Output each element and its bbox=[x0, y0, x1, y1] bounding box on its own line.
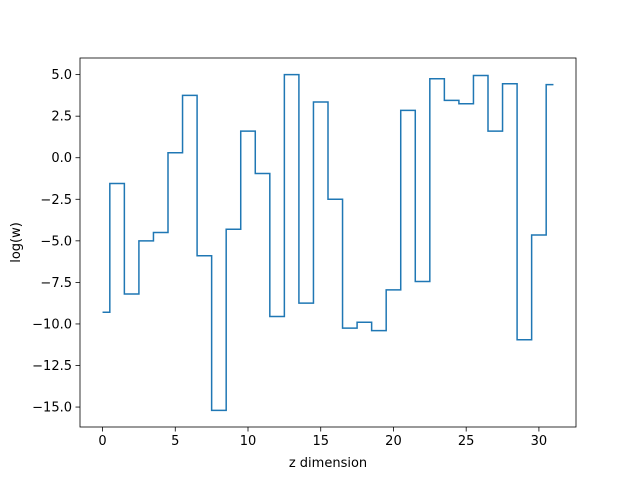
y-tick-label: −2.5 bbox=[40, 193, 72, 208]
y-tick-label: −7.5 bbox=[40, 276, 72, 291]
y-tick-label: −10.0 bbox=[32, 317, 72, 332]
series-step-line bbox=[102, 73, 554, 412]
x-axis-label: z dimension bbox=[289, 456, 367, 471]
x-tick-label: 20 bbox=[385, 434, 402, 449]
x-tick-label: 30 bbox=[531, 434, 548, 449]
x-tick-label: 5 bbox=[171, 434, 179, 449]
y-tick-label: −12.5 bbox=[32, 359, 72, 374]
y-axis-label: log(w) bbox=[9, 222, 24, 263]
y-tick-label: −15.0 bbox=[32, 401, 72, 416]
x-tick-label: 10 bbox=[240, 434, 257, 449]
x-tick-label: 25 bbox=[458, 434, 475, 449]
y-tick-label: 5.0 bbox=[51, 68, 72, 83]
x-tick-label: 15 bbox=[312, 434, 329, 449]
plot-frame bbox=[79, 57, 577, 428]
y-tick-label: 2.5 bbox=[51, 110, 72, 125]
x-tick-label: 0 bbox=[98, 434, 106, 449]
y-axis-ticks: 5.0 2.5 0.0 −2.5 −5.0 −7.5 −10.0 −12.5 −15.0 bbox=[32, 68, 80, 416]
y-tick-label: 0.0 bbox=[51, 151, 72, 166]
x-axis-ticks: 0 5 10 15 20 25 30 bbox=[98, 427, 547, 449]
y-tick-label: −5.0 bbox=[40, 234, 72, 249]
